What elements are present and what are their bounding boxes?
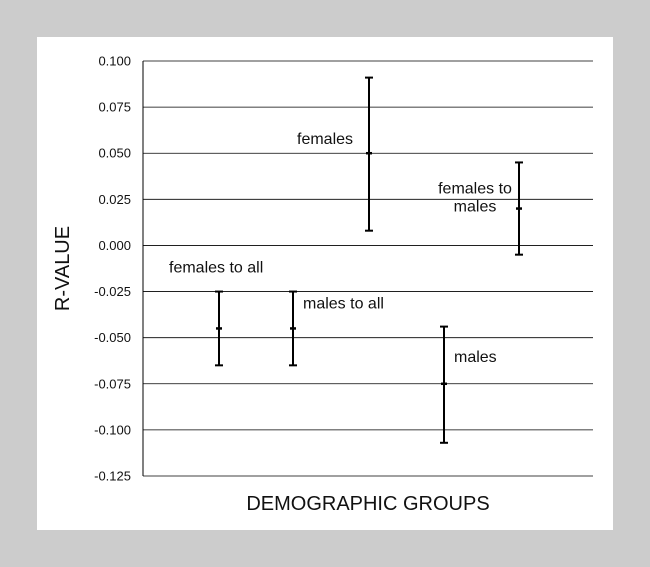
y-tick-label: 0.050 [98, 146, 131, 161]
y-tick-label: -0.100 [94, 422, 131, 437]
y-tick-label: 0.075 [98, 100, 131, 115]
error-bar [289, 290, 297, 367]
error-bar [215, 290, 223, 367]
point-labels: females to all males to all females males fe… [169, 131, 512, 366]
y-tick-label: -0.025 [94, 284, 131, 299]
y-tick-label: 0.000 [98, 238, 131, 253]
error-bar [515, 161, 523, 256]
y-tick-label: -0.050 [94, 330, 131, 345]
y-axis-title: R-VALUE [52, 226, 74, 311]
data-point-label: males to all [303, 295, 384, 312]
chart-panel: 0.100 0.075 0.050 0.025 0.000 -0.025 -0.050 -0.… [37, 37, 613, 530]
error-bars [215, 76, 523, 444]
data-point-label: males [454, 349, 497, 366]
y-tick-label: 0.025 [98, 192, 131, 207]
error-bar-chart: 0.100 0.075 0.050 0.025 0.000 -0.025 -0.050 -0.… [52, 54, 593, 515]
x-axis-title: DEMOGRAPHIC GROUPS [246, 493, 489, 515]
y-tick-label: -0.075 [94, 376, 131, 391]
y-tick-label: 0.100 [98, 54, 131, 69]
y-tick-labels: 0.100 0.075 0.050 0.025 0.000 -0.025 -0.050 -0.… [94, 54, 131, 484]
data-point-label: females [297, 131, 353, 148]
data-point-label: females to males [438, 181, 512, 216]
data-point-label: females to all [169, 259, 263, 276]
y-tick-label: -0.125 [94, 469, 131, 484]
error-bar [440, 325, 448, 444]
error-bar [365, 76, 373, 232]
